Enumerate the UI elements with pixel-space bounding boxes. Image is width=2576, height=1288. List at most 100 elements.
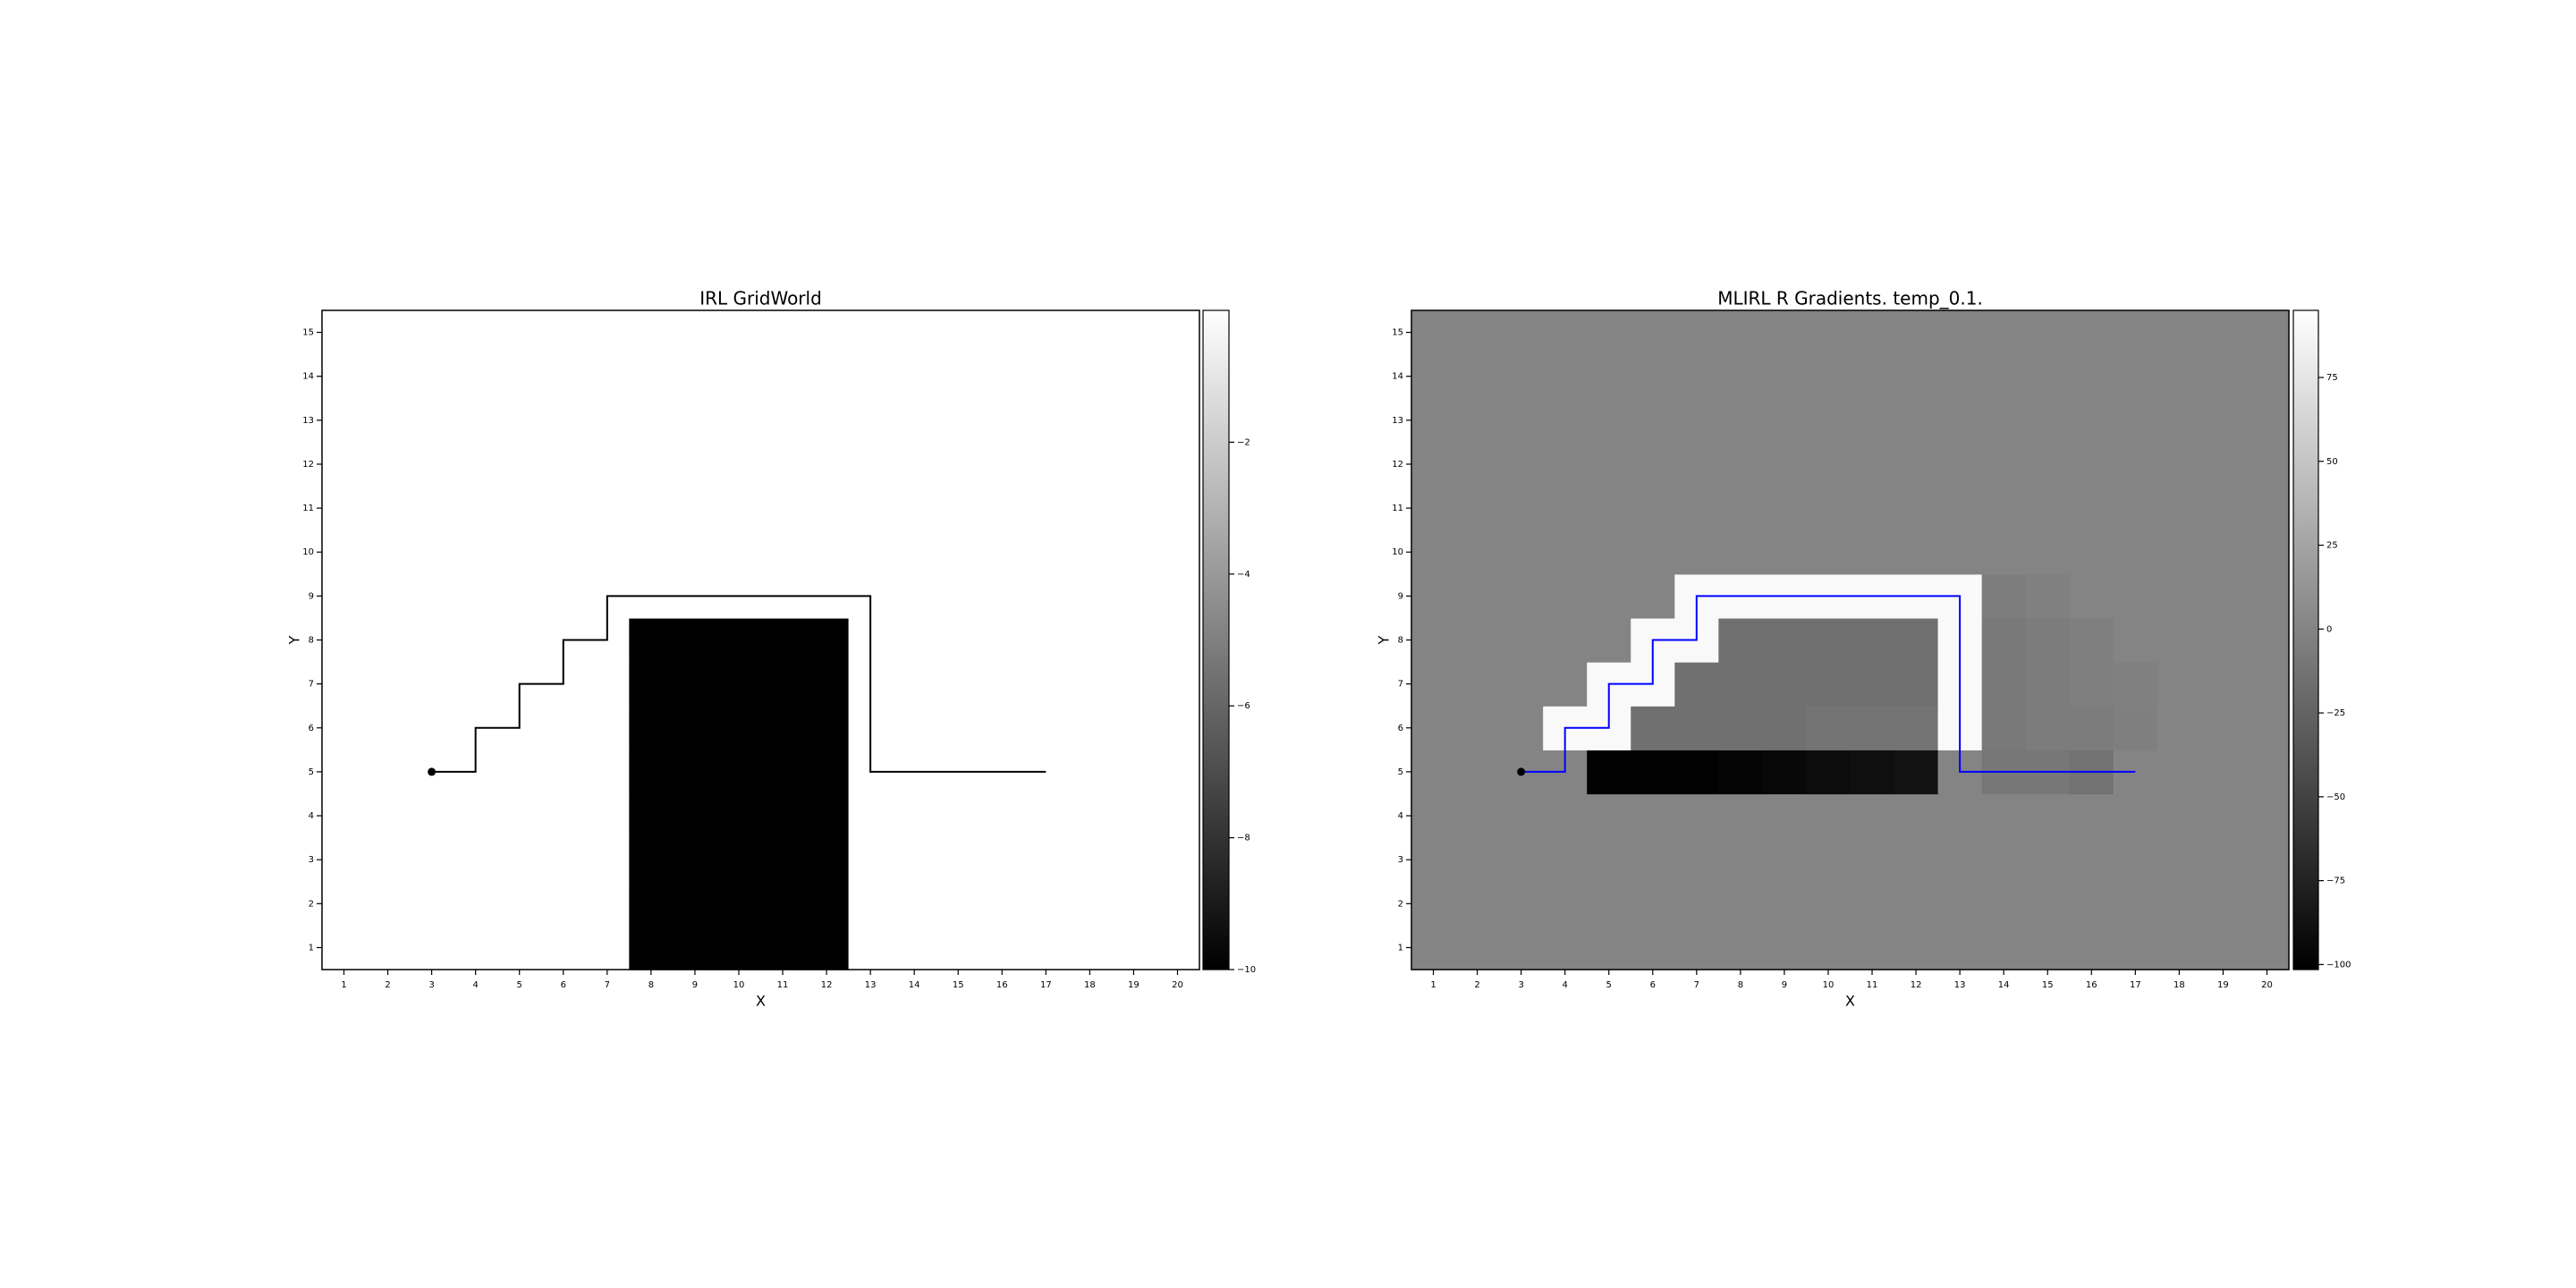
cell	[1850, 354, 1895, 399]
cell	[1981, 837, 2027, 883]
cell	[2157, 662, 2202, 707]
cell	[629, 750, 674, 795]
cell	[629, 530, 674, 575]
cell	[497, 310, 542, 355]
cell	[1937, 354, 1983, 399]
cell	[1718, 530, 1763, 575]
cell	[848, 354, 894, 399]
cell	[2025, 486, 2071, 531]
y-tick-label: 10	[302, 547, 314, 557]
cell	[322, 573, 367, 619]
x-tick-label: 9	[1782, 980, 1787, 990]
cell	[1587, 881, 1631, 927]
cell	[936, 398, 981, 443]
x-tick-label: 14	[909, 980, 920, 990]
x-tick-label: 10	[1823, 980, 1835, 990]
cell	[1762, 617, 1808, 663]
x-tick-label: 15	[2042, 980, 2054, 990]
x-tick-label: 13	[865, 980, 877, 990]
cell	[936, 706, 981, 750]
cell	[2025, 925, 2071, 970]
start-marker	[1517, 767, 1526, 776]
cell	[541, 486, 586, 531]
y-tick-label: 9	[1398, 591, 1403, 601]
cell	[322, 750, 367, 795]
cell	[716, 706, 762, 750]
cell	[673, 750, 718, 795]
cell	[2157, 530, 2202, 575]
cell	[1111, 881, 1157, 927]
cell	[1411, 354, 1456, 399]
y-tick-label: 12	[1392, 460, 1403, 470]
cell	[1543, 530, 1588, 575]
cell	[410, 837, 454, 883]
cell	[1155, 354, 1200, 399]
cell	[1806, 706, 1852, 750]
cell	[2025, 310, 2071, 355]
cell	[322, 837, 367, 883]
cell	[2025, 530, 2071, 575]
cell	[453, 662, 498, 707]
cell	[1937, 530, 1983, 575]
cell	[760, 662, 806, 707]
cell	[1981, 662, 2027, 707]
cell	[936, 530, 981, 575]
cell	[453, 530, 498, 575]
cell	[1411, 530, 1456, 575]
cell	[629, 617, 674, 663]
cell	[1981, 706, 2027, 750]
cell	[1762, 881, 1808, 927]
cell	[629, 881, 674, 927]
cell	[1937, 793, 1983, 839]
y-axis-label: Y	[1376, 635, 1393, 645]
cell	[848, 398, 894, 443]
cell	[979, 662, 1025, 707]
cell	[936, 486, 981, 531]
cell	[1499, 793, 1544, 839]
y-tick-label: 15	[302, 328, 314, 338]
cell	[2244, 354, 2290, 399]
cell	[1155, 750, 1200, 795]
cell	[1806, 881, 1852, 927]
cell	[2069, 354, 2114, 399]
cell	[1111, 354, 1157, 399]
cell	[1111, 530, 1157, 575]
cell	[1411, 486, 1456, 531]
x-tick-label: 3	[1518, 980, 1523, 990]
cell	[322, 442, 367, 487]
x-tick-label: 20	[2261, 980, 2273, 990]
cell	[2157, 486, 2202, 531]
cell	[2069, 837, 2114, 883]
subplot: 1 2 3 4 5 6 7 8 9 10 11 12 13 14 15 16 17 18 19 20123456789…	[1376, 288, 2351, 1010]
cell	[497, 398, 542, 443]
cell	[2244, 617, 2290, 663]
cell	[1718, 354, 1763, 399]
x-tick-label: 17	[2130, 980, 2141, 990]
cell	[1850, 837, 1895, 883]
cell	[366, 750, 411, 795]
cell	[1023, 881, 1069, 927]
cell	[453, 398, 498, 443]
cell	[760, 793, 806, 839]
cell	[541, 706, 586, 750]
x-tick-label: 2	[1474, 980, 1479, 990]
cell	[410, 617, 454, 663]
cell	[892, 881, 937, 927]
cell	[1850, 881, 1895, 927]
cell	[1455, 793, 1500, 839]
cell	[2244, 750, 2290, 795]
cell	[1850, 617, 1895, 663]
y-tick-label: 8	[309, 636, 314, 646]
cell	[453, 442, 498, 487]
cell	[716, 925, 762, 970]
cell	[1543, 617, 1588, 663]
cell	[410, 310, 454, 355]
cell	[1067, 617, 1113, 663]
cell	[1718, 662, 1763, 707]
y-tick-label: 5	[309, 767, 314, 777]
cell	[1587, 486, 1631, 531]
y-tick-label: 2	[309, 899, 314, 909]
cell	[1587, 793, 1631, 839]
cell	[1631, 837, 1675, 883]
cell	[1587, 617, 1631, 663]
